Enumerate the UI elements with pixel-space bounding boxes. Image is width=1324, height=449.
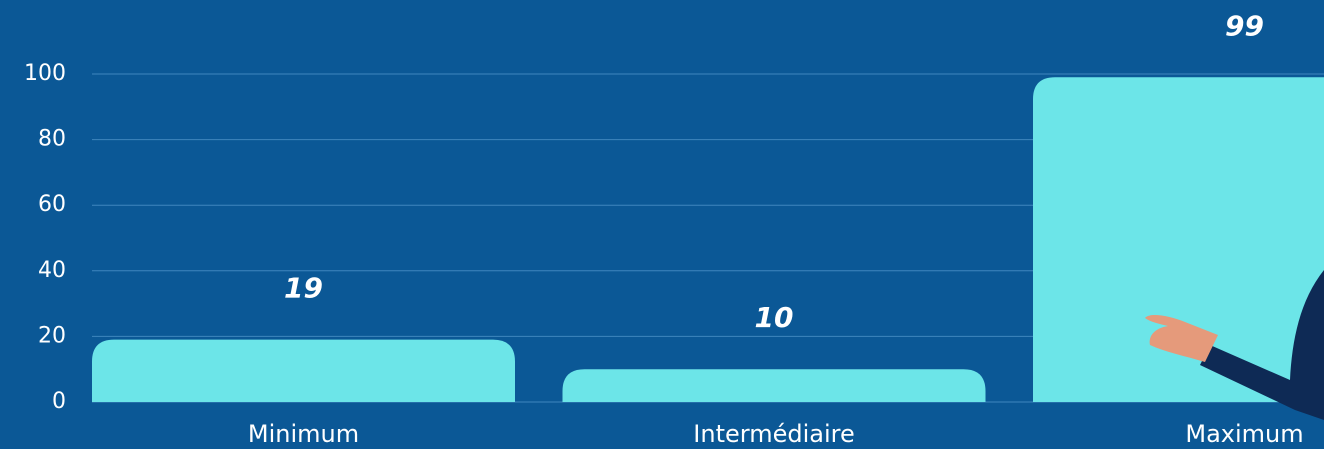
value-label: 99 (1225, 9, 1264, 42)
y-tick-label: 100 (24, 61, 66, 86)
y-tick-label: 40 (38, 258, 66, 283)
x-tick-label: Intermédiaire (693, 420, 854, 448)
value-label: 19 (284, 272, 323, 305)
bar (1033, 77, 1324, 402)
presenter-illustration (1145, 270, 1324, 420)
x-tick-label: Maximum (1185, 420, 1303, 448)
y-tick-label: 20 (38, 323, 66, 348)
y-tick-label: 80 (38, 127, 66, 152)
hand (1145, 315, 1218, 362)
arm (1200, 270, 1324, 420)
y-tick-label: 60 (38, 192, 66, 217)
y-tick-label: 0 (52, 389, 66, 414)
x-tick-label: Minimum (248, 420, 359, 448)
value-label: 10 (755, 301, 794, 334)
plot-area: 0 20 40 60 80 100 19 Minimum 10 Intermédiaire 99 Ma… (24, 9, 1324, 448)
bar (562, 369, 986, 402)
bar (92, 339, 515, 402)
